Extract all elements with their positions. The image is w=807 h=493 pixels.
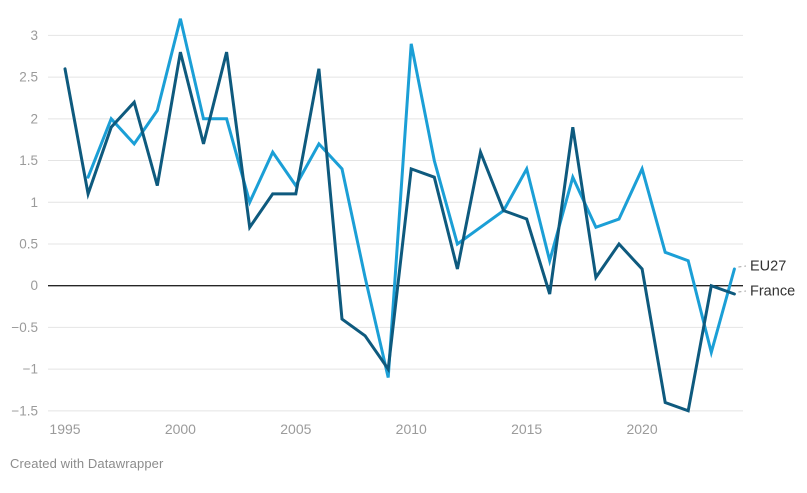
y-axis-tick-label: −0.5 — [11, 320, 38, 335]
eu27-direct-label: EU27 — [750, 259, 786, 275]
france-label-connector — [738, 290, 747, 293]
eu27-line — [86, 18, 736, 378]
x-axis-tick-label: 2005 — [280, 421, 311, 437]
france-direct-label: France — [750, 284, 795, 300]
y-axis-tick-label: −1 — [23, 362, 38, 377]
x-axis-tick-label: 2010 — [396, 421, 427, 437]
datawrapper-credit: Created with Datawrapper — [10, 456, 164, 471]
x-axis-tick-label: 2015 — [511, 421, 542, 437]
y-axis-tick-label: 0 — [30, 278, 38, 293]
y-axis-tick-label: 1 — [30, 195, 38, 210]
y-axis-tick-label: −1.5 — [11, 403, 38, 418]
y-axis-tick-label: 2.5 — [19, 70, 38, 85]
y-axis-tick-label: 2 — [30, 111, 38, 126]
france-line — [63, 51, 736, 413]
y-axis-tick-label: 3 — [30, 28, 38, 43]
x-axis-tick-label: 2020 — [626, 421, 657, 437]
eu27-label-connector — [738, 265, 747, 268]
x-axis-tick-label: 2000 — [165, 421, 196, 437]
y-axis-tick-label: 1.5 — [19, 153, 38, 168]
x-axis-tick-label: 1995 — [49, 421, 80, 437]
y-axis-tick-label: 0.5 — [19, 236, 38, 251]
